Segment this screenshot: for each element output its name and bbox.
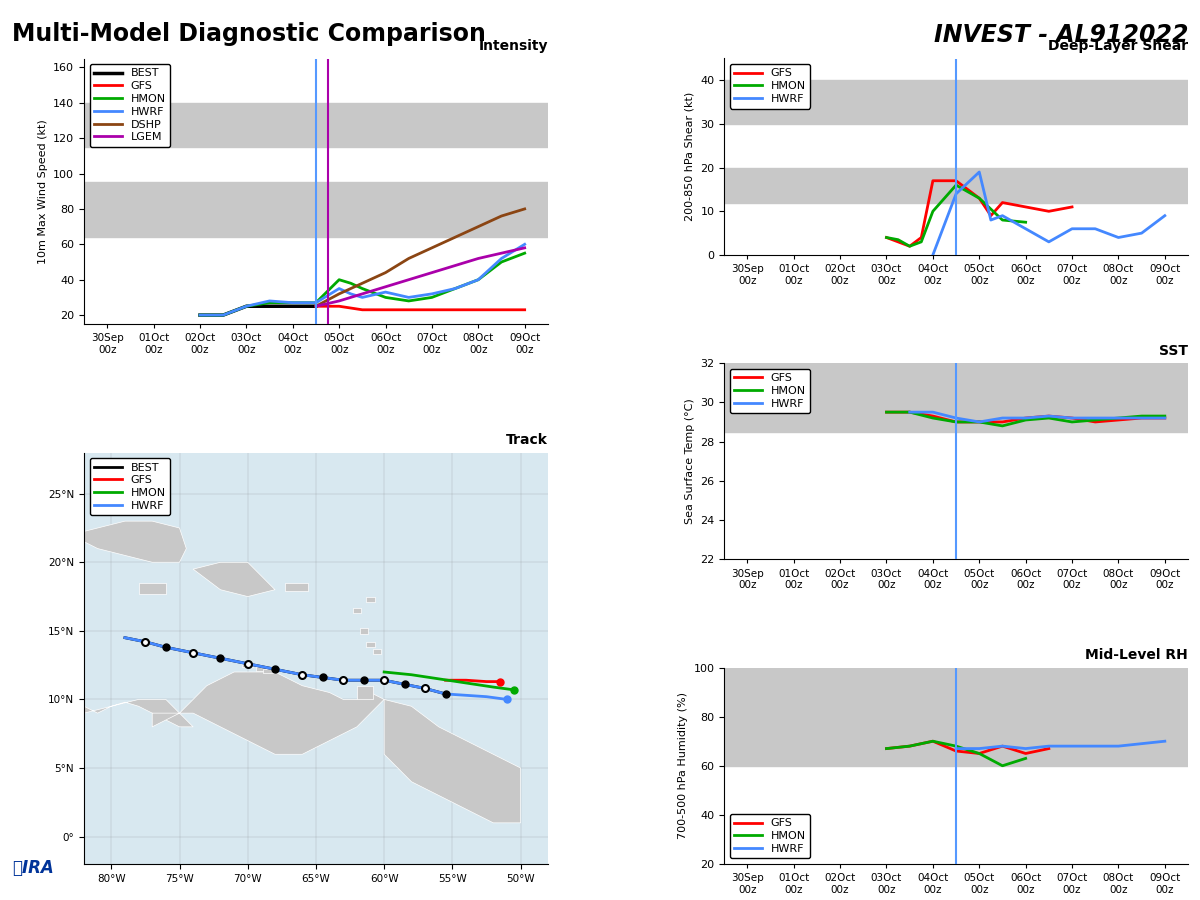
Legend: BEST, GFS, HMON, HWRF, DSHP, LGEM: BEST, GFS, HMON, HWRF, DSHP, LGEM xyxy=(90,64,170,147)
Y-axis label: 700-500 hPa Humidity (%): 700-500 hPa Humidity (%) xyxy=(678,692,688,840)
Y-axis label: 10m Max Wind Speed (kt): 10m Max Wind Speed (kt) xyxy=(37,119,48,264)
Text: Mid-Level RH: Mid-Level RH xyxy=(1085,648,1188,662)
Legend: GFS, HMON, HWRF: GFS, HMON, HWRF xyxy=(730,814,810,859)
Legend: GFS, HMON, HWRF: GFS, HMON, HWRF xyxy=(730,64,810,109)
Y-axis label: 200-850 hPa Shear (kt): 200-850 hPa Shear (kt) xyxy=(685,92,695,221)
Bar xyxy=(84,103,548,147)
Text: Deep-Layer Shear: Deep-Layer Shear xyxy=(1048,40,1188,53)
Text: SST: SST xyxy=(1159,344,1188,357)
Legend: GFS, HMON, HWRF: GFS, HMON, HWRF xyxy=(730,369,810,413)
Bar xyxy=(84,183,548,238)
Text: ⓈIRA: ⓈIRA xyxy=(12,860,54,878)
Text: Intensity: Intensity xyxy=(479,40,548,53)
Bar xyxy=(724,668,1188,766)
Bar xyxy=(724,80,1188,124)
Bar xyxy=(724,167,1188,202)
Text: Track: Track xyxy=(506,433,548,447)
Y-axis label: Sea Surface Temp (°C): Sea Surface Temp (°C) xyxy=(685,399,695,524)
Text: Multi-Model Diagnostic Comparison: Multi-Model Diagnostic Comparison xyxy=(12,22,486,47)
Legend: BEST, GFS, HMON, HWRF: BEST, GFS, HMON, HWRF xyxy=(90,458,170,516)
Bar xyxy=(724,363,1188,432)
Text: INVEST - AL912022: INVEST - AL912022 xyxy=(934,22,1188,47)
